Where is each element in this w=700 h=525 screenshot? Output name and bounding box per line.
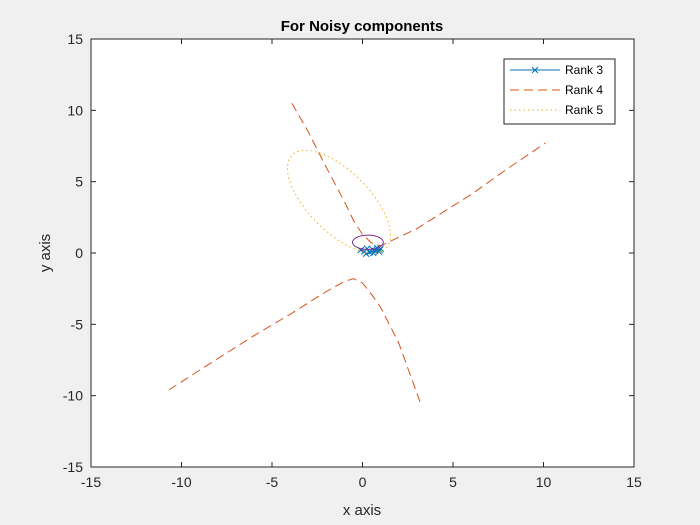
legend-marker-rank-3 [531, 66, 539, 74]
y-tick-label: -10 [63, 388, 83, 404]
chart-title: For Noisy components [281, 18, 444, 35]
x-axis-label: x axis [343, 502, 381, 519]
x-tick-label: 0 [359, 474, 367, 490]
rank-5-series-line [287, 149, 392, 254]
rank-3-marker-10 [362, 250, 370, 258]
x-tick-label: 5 [449, 474, 457, 490]
legend-label-rank-5: Rank 5 [565, 103, 603, 117]
unnamed-ellipse-3-series-line [351, 234, 384, 250]
y-tick-label: -5 [71, 316, 84, 332]
ticks-layer: -15 -10 -5 0 5 10 15 -15 -10 -5 0 5 10 15 [63, 31, 642, 490]
x-tick-label: -5 [266, 474, 279, 490]
y-tick-label: -15 [63, 459, 83, 475]
y-tick-label: 10 [67, 102, 83, 118]
rank-3-marker-11 [370, 249, 377, 257]
x-tick-label: 15 [626, 474, 642, 490]
rank-4-branch-1 [291, 102, 546, 247]
y-tick-label: 15 [67, 31, 83, 47]
series-layer [168, 102, 546, 403]
y-tick-label: 5 [75, 174, 83, 190]
x-tick-label: -15 [81, 474, 101, 490]
y-tick-label: 0 [75, 245, 83, 261]
legend-label-rank-3: Rank 3 [565, 63, 603, 77]
x-tick-label: -10 [171, 474, 191, 490]
rank-4-branch-2 [168, 278, 421, 403]
legend-label-rank-4: Rank 4 [565, 83, 603, 97]
x-tick-label: 10 [536, 474, 552, 490]
y-axis-label: y axis [37, 234, 54, 272]
legend: Rank 3 Rank 4 Rank 5 [503, 58, 616, 125]
